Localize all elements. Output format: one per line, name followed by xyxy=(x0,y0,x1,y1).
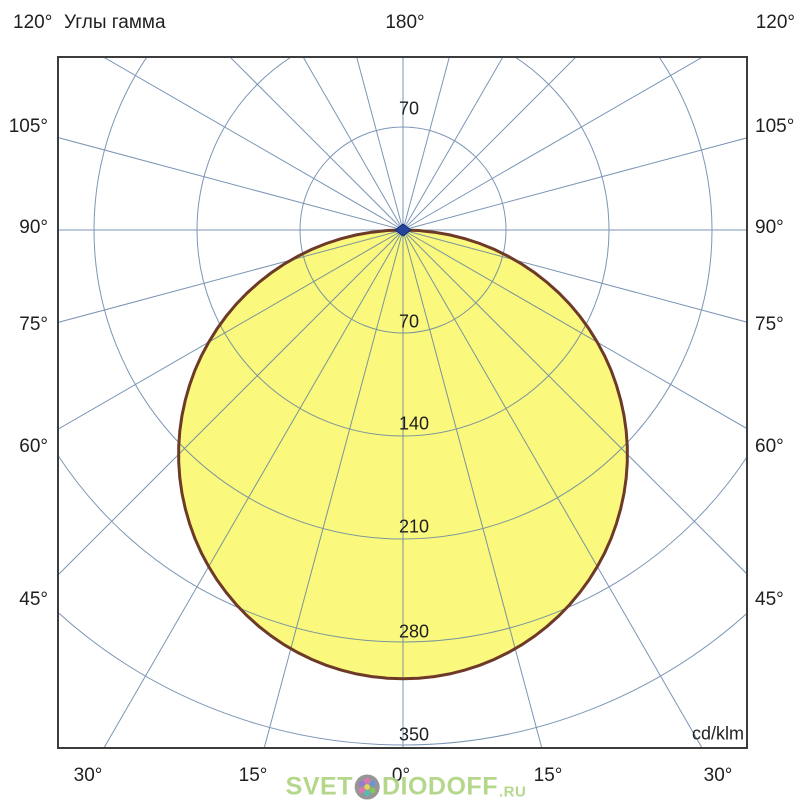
grid-radial-line xyxy=(58,229,404,323)
radial-tick-label-70-1: 70 xyxy=(399,311,420,332)
grid-radial-line xyxy=(58,229,404,430)
grid-radial-line xyxy=(402,229,747,323)
grid-radial-line xyxy=(103,229,404,748)
grid-radial-line xyxy=(356,57,404,231)
grid-radial-line xyxy=(58,229,404,576)
radial-tick-label-350-5: 350 xyxy=(399,724,430,745)
left-angle-label-105: 105° xyxy=(8,116,48,137)
grid-radial-line xyxy=(263,229,404,748)
top-right-angle-label: 120° xyxy=(755,12,795,33)
watermark-tld: .RU xyxy=(498,783,527,800)
watermark-text-left: SVET xyxy=(285,772,353,800)
grid-radial-line xyxy=(402,229,703,748)
grid-radial-line xyxy=(102,57,404,231)
left-angle-label-45: 45° xyxy=(19,589,48,610)
right-angle-label-60: 60° xyxy=(755,436,784,457)
left-angle-label-60: 60° xyxy=(19,436,48,457)
bottom-angle-label-2: 0° xyxy=(391,765,411,786)
grid-radial-line xyxy=(402,229,543,748)
left-angle-label-75: 75° xyxy=(19,314,48,335)
grid-radial-line xyxy=(402,57,577,231)
polar-center-dot xyxy=(394,223,412,237)
grid-radial-line xyxy=(402,229,747,575)
grid-radial-line xyxy=(302,57,404,231)
right-angle-label-45: 45° xyxy=(755,589,784,610)
grid-radial-line xyxy=(402,57,704,231)
grid-radial-line xyxy=(402,137,747,231)
bottom-angle-label-1: 15° xyxy=(238,765,268,786)
bottom-angle-label-4: 30° xyxy=(703,765,733,786)
grid-radial-line xyxy=(402,57,450,231)
left-angle-label-90: 90° xyxy=(19,217,48,238)
right-angle-label-90: 90° xyxy=(755,217,784,238)
watermark: SVET DIODOFF .RU xyxy=(286,774,527,800)
grid-radial-line xyxy=(229,57,404,231)
bottom-angle-label-0: 30° xyxy=(73,765,103,786)
chart-frame xyxy=(57,56,748,749)
right-angle-label-105: 105° xyxy=(755,116,795,137)
color-dots-logo-icon xyxy=(354,774,381,800)
radial-tick-label-280-4: 280 xyxy=(399,621,430,642)
top-center-angle-label: 180° xyxy=(385,12,425,33)
grid-radial-line xyxy=(58,137,404,231)
grid-radial-line xyxy=(402,57,504,231)
watermark-text-right: DIODOFF xyxy=(381,772,498,800)
chart-title: Углы гамма xyxy=(64,12,166,33)
radial-tick-label-210-3: 210 xyxy=(399,516,430,537)
bottom-angle-label-3: 15° xyxy=(533,765,563,786)
intensity-lobe-outline xyxy=(177,228,629,681)
radial-tick-label-70-0: 70 xyxy=(399,98,420,119)
radial-tick-label-140-2: 140 xyxy=(399,413,430,434)
right-angle-label-75: 75° xyxy=(755,314,784,335)
top-left-angle-label: 120° xyxy=(13,12,53,33)
units-label: cd/klm xyxy=(691,723,744,744)
grid-radial-line xyxy=(402,229,747,430)
